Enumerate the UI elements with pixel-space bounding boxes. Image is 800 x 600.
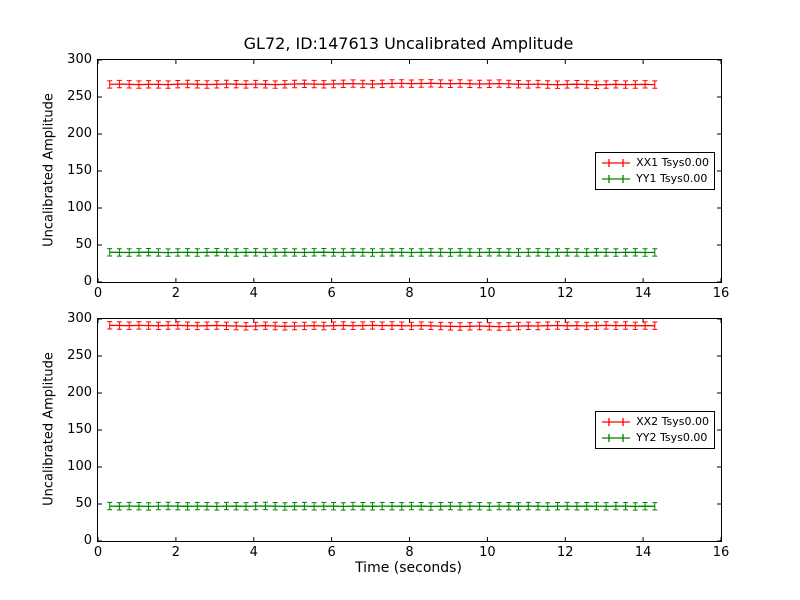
subplot-bottom: XX2 Tsys0.00 YY2 Tsys0.00 0 2 4 6 8 10 12 14 16 0… [67,311,729,560]
errorbar-sample-icon [602,159,631,167]
x-axis-label: Time (seconds) [355,560,462,576]
y-axis-label-top: Uncalibrated Amplitude [41,93,57,247]
x-tick-label: 10 [479,286,496,301]
legend-label-xx1: XX1 Tsys0.00 [636,156,709,169]
legend-entry-xx2: XX2 Tsys0.00 [601,415,709,429]
x-tick-label: 14 [634,286,652,301]
y-tick-label: 100 [67,200,92,215]
x-tick-label: 2 [171,286,181,301]
series-line-XX1 [109,82,655,86]
x-tick-label: 8 [405,545,414,560]
x-tick-label: 16 [712,545,730,560]
legend-label-yy1: YY1 Tsys0.00 [636,172,708,185]
chart-title: GL72, ID:147613 Uncalibrated Amplitude [243,34,574,53]
y-tick-label: 300 [67,311,92,326]
series-line-XX2 [109,324,655,328]
x-tick-label: 14 [634,545,652,560]
legend-label-xx2: XX2 Tsys0.00 [636,415,709,428]
x-tick-label: 0 [93,545,103,560]
legend-entry-yy2: YY2 Tsys0.00 [601,431,709,445]
x-tick-label: 16 [712,286,730,301]
y-tick-label: 150 [67,163,92,178]
x-tick-label: 10 [479,545,496,560]
y-tick-label: 250 [67,348,92,363]
legend-bottom: XX2 Tsys0.00 YY2 Tsys0.00 [595,411,715,449]
x-tick-label: 6 [327,286,336,301]
x-tick-label: 2 [171,545,181,560]
y-axis-label-bottom: Uncalibrated Amplitude [41,352,57,506]
y-tick-label: 150 [67,422,92,437]
y-tick-label: 50 [75,496,92,511]
y-tick-label: 50 [75,237,92,252]
legend-top: XX1 Tsys0.00 YY1 Tsys0.00 [595,152,715,190]
x-tick-label: 4 [249,545,258,560]
legend-label-yy2: YY2 Tsys0.00 [636,431,708,444]
x-tick-label: 4 [249,286,258,301]
errorbar-sample-icon [602,434,631,442]
y-tick-label: 0 [83,533,92,548]
tick-marks [97,318,722,542]
plot-area-bottom [97,318,722,542]
x-tick-label: 12 [556,545,574,560]
plot-area-top [97,59,722,283]
errorbar-sample-icon [602,175,631,183]
x-tick-label: 8 [405,286,414,301]
x-tick-label: 12 [556,286,574,301]
tick-marks [97,59,722,283]
x-tick-label: 6 [327,545,336,560]
y-tick-label: 100 [67,459,92,474]
errorbar-sample-icon [602,418,631,426]
x-tick-label: 0 [93,286,103,301]
y-tick-label: 300 [67,52,92,67]
y-tick-label: 250 [67,89,92,104]
subplot-top: XX1 Tsys0.00 YY1 Tsys0.00 0 2 4 6 8 10 12 14 16 0… [67,52,729,301]
legend-entry-xx1: XX1 Tsys0.00 [601,156,709,170]
y-tick-label: 200 [67,385,92,400]
y-tick-label: 200 [67,126,92,141]
y-tick-label: 0 [83,274,92,289]
legend-entry-yy1: YY1 Tsys0.00 [601,172,709,186]
